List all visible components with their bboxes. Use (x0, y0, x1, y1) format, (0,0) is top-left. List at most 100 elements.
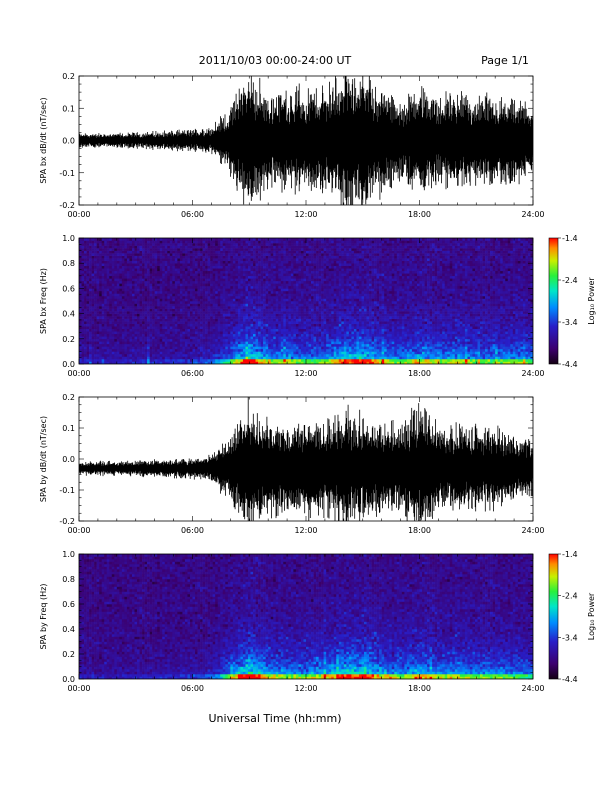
spectrogram-cell (129, 288, 133, 292)
spectrogram-cell (177, 283, 181, 287)
spectrogram-cell (227, 290, 231, 294)
spectrogram-cell (222, 326, 226, 330)
spectrogram-cell (182, 358, 186, 362)
spectrogram-cell (225, 295, 229, 299)
spectrogram-cell (217, 285, 221, 289)
spectrogram-cell (232, 263, 236, 267)
spectrogram-cell (184, 358, 188, 362)
spectrogram-cell (169, 358, 173, 362)
spectrogram-cell (197, 343, 201, 347)
spectrogram-cell (119, 358, 123, 362)
spectrogram-cell (316, 270, 319, 274)
spectrogram-cell (142, 343, 145, 347)
date-range-title: 2011/10/03 00:00-24:00 UT (199, 54, 352, 67)
spectrogram-cell (303, 341, 307, 345)
spectrogram-cell (300, 333, 304, 337)
spectrogram-cell (106, 265, 110, 269)
spectrogram-cell (318, 258, 322, 261)
spectrogram-cell (177, 346, 181, 350)
spectrogram-cell (152, 303, 155, 307)
spectrogram-cell (217, 313, 221, 317)
spectrogram-cell (210, 268, 213, 272)
spectrogram-cell (240, 331, 244, 335)
spectrogram-cell (215, 273, 219, 277)
spectrogram-cell (124, 341, 128, 345)
spectrogram-cell (230, 308, 234, 312)
spectrogram-cell (131, 238, 135, 241)
spectrogram-cell (106, 323, 110, 327)
spectrogram-cell (212, 333, 216, 337)
spectrogram-cell (300, 328, 304, 332)
spectrogram-cell (217, 328, 221, 332)
spectrogram-cell (164, 336, 168, 340)
spectrogram-cell (174, 301, 178, 304)
spectrogram-cell (316, 311, 319, 314)
spectrogram-cell (288, 288, 292, 292)
spectrogram-cell (89, 250, 92, 254)
spectrogram-cell (235, 358, 239, 362)
spectrogram-cell (225, 253, 229, 256)
spectrogram-cell (154, 326, 158, 330)
spectrogram-cell (313, 318, 317, 322)
spectrogram-cell (230, 356, 234, 360)
spectrogram-cell (207, 283, 211, 287)
spectrogram-cell (260, 285, 264, 289)
spectrogram-cell (212, 293, 216, 297)
spectrogram-cell (99, 253, 102, 256)
spectrogram-cell (124, 255, 128, 259)
spectrogram-cell (116, 268, 120, 272)
spectrogram-cell (89, 253, 92, 256)
spectrogram-cell (240, 348, 244, 352)
spectrogram-cell (250, 285, 254, 289)
spectrogram-cell (139, 346, 143, 350)
spectrogram-cell (121, 243, 125, 246)
spectrogram-cell (205, 326, 208, 330)
spectrogram-cell (217, 295, 221, 299)
spectrogram-cell (101, 245, 105, 249)
spectrogram-cell (129, 270, 133, 274)
spectrogram-cell (124, 311, 128, 314)
spectrogram-cell (182, 260, 186, 264)
spectrogram-cell (154, 346, 158, 350)
spectrogram-cell (245, 358, 249, 362)
spectrogram-cell (275, 250, 279, 254)
spectrogram-cell (210, 341, 213, 345)
spectrogram-cell (205, 280, 208, 284)
spectrogram-cell (258, 343, 261, 347)
spectrogram-cell (288, 341, 292, 345)
spectrogram-cell (174, 275, 178, 279)
spectrogram-cell (205, 245, 208, 249)
spectrogram-cell (308, 258, 312, 261)
spectrogram-cell (220, 321, 224, 324)
spectrogram-cell (212, 301, 216, 304)
spectrogram-cell (250, 295, 254, 299)
spectrogram-cell (129, 306, 133, 309)
spectrogram-cell (152, 290, 155, 294)
spectrogram-cell (230, 298, 234, 302)
spectrogram-cell (245, 270, 249, 274)
spectrogram-cell (86, 331, 90, 335)
spectrogram-cell (210, 253, 213, 256)
spectrogram-cell (303, 290, 307, 294)
spectrogram-cell (119, 338, 123, 342)
spectrogram-cell (134, 275, 138, 279)
spectrogram-cell (268, 268, 271, 272)
spectrogram-cell (240, 328, 244, 332)
spectrogram-cell (129, 253, 133, 256)
spectrogram-cell (104, 316, 108, 319)
spectrogram-cell (321, 270, 324, 274)
spectrogram-cell (174, 263, 178, 267)
spectrogram-cell (195, 348, 198, 352)
spectrogram-cell (177, 338, 181, 342)
spectrogram-cell (240, 353, 244, 357)
spectrogram-cell (195, 341, 198, 345)
spectrogram-cell (321, 358, 324, 362)
spectrogram-cell (94, 298, 97, 302)
spectrogram-cell (142, 316, 145, 319)
spectrogram-cell (109, 331, 113, 335)
spectrogram-cell (197, 321, 201, 324)
spectrogram-cell (323, 358, 327, 362)
spectrogram-cell (217, 326, 221, 330)
spectrogram-cell (121, 245, 125, 249)
spectrogram-cell (308, 288, 312, 292)
